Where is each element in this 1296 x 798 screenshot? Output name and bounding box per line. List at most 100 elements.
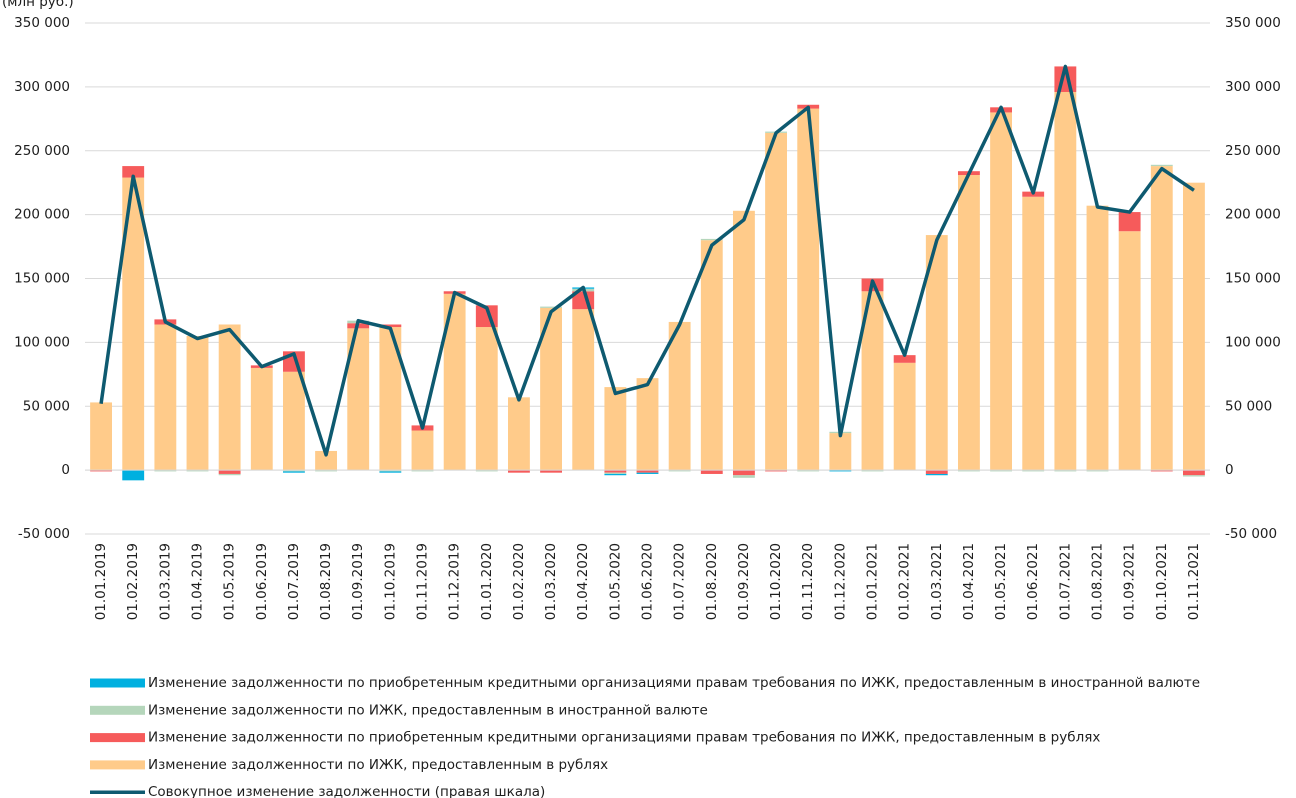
total-line — [99, 64, 1195, 457]
bar-segment — [379, 471, 402, 473]
legend-label: Совокупное изменение задолженности (прав… — [148, 784, 545, 798]
bar-segment — [186, 335, 209, 471]
legend-swatch — [90, 705, 145, 715]
y-tick-label: 300 000 — [14, 79, 70, 95]
bar-segment — [122, 166, 145, 178]
bar-segment — [283, 470, 305, 472]
bar-segment — [1118, 231, 1141, 471]
bar-segment — [893, 362, 916, 471]
bar-segment — [90, 402, 112, 471]
y-tick-label: 250 000 — [14, 143, 70, 159]
bar-segment — [154, 324, 177, 471]
bar-segment — [1183, 470, 1205, 476]
x-tick-label: 01.05.2020 — [607, 543, 623, 620]
x-tick-label: 01.11.2019 — [415, 543, 431, 620]
y2-tick-label: 50 000 — [1225, 398, 1272, 414]
bar-segment — [379, 470, 402, 472]
x-tick-label: 01.06.2021 — [1025, 543, 1041, 620]
bar-segment — [893, 355, 916, 363]
x-tick-label: 01.12.2019 — [447, 543, 463, 620]
bar-segment — [604, 470, 627, 473]
bar-segment — [925, 470, 948, 474]
bar-segment — [283, 471, 305, 473]
y2-tick-label: 150 000 — [1225, 271, 1281, 287]
bar-segment — [1118, 212, 1141, 232]
legend-swatch — [90, 760, 145, 770]
y-tick-label: 350 000 — [14, 15, 70, 31]
x-tick-label: 01.05.2021 — [993, 543, 1009, 620]
bar-segment — [733, 475, 755, 478]
bar-segment — [1150, 166, 1173, 471]
bar-segment — [218, 324, 241, 471]
bar-segment — [797, 470, 820, 472]
bar-segment — [668, 321, 691, 471]
bar-segment — [1054, 470, 1077, 472]
x-tick-label: 01.07.2019 — [286, 543, 302, 620]
bar-segment — [668, 470, 691, 472]
bar-segment — [990, 112, 1012, 471]
y-tick-label: 100 000 — [14, 334, 70, 350]
y2-tick-label: 200 000 — [1225, 207, 1281, 223]
x-tick-label: 01.02.2020 — [511, 543, 527, 620]
bar-segment — [861, 470, 884, 472]
bar-segment — [379, 327, 402, 471]
x-tick-label: 01.04.2019 — [190, 543, 206, 620]
bar-segment — [122, 177, 145, 471]
bar-segment — [1183, 475, 1205, 477]
bar-segment — [475, 470, 498, 472]
bar-segment — [733, 210, 755, 471]
bar-segment — [186, 470, 209, 472]
bar-segment — [411, 470, 434, 472]
y2-tick-label: 100 000 — [1225, 334, 1281, 350]
y2-tick-label: 250 000 — [1225, 143, 1281, 159]
chart-title: (млн руб.) — [2, 0, 74, 10]
x-tick-label: 01.03.2021 — [929, 543, 945, 620]
bar-segment — [572, 309, 595, 471]
x-tick-label: 01.06.2019 — [254, 543, 270, 620]
y-tick-label: 200 000 — [14, 207, 70, 223]
bar-segment — [508, 470, 530, 473]
bar-segment — [315, 470, 337, 472]
bar-segment — [90, 470, 112, 472]
bar-segment — [765, 470, 787, 472]
bar-segment — [154, 470, 177, 472]
legend-label: Изменение задолженности по ИЖК, предоста… — [148, 757, 608, 773]
x-tick-label: 01.08.2021 — [1090, 543, 1106, 620]
bar-segment — [925, 235, 948, 471]
legend-swatch — [90, 733, 145, 743]
bar-segment — [636, 470, 659, 473]
bar-segment — [540, 307, 562, 471]
bar-segment — [604, 473, 627, 476]
x-tick-label: 01.07.2021 — [1057, 543, 1073, 620]
y-tick-label: 0 — [61, 462, 70, 478]
x-tick-label: 01.09.2021 — [1122, 543, 1138, 620]
x-tick-label: 01.05.2019 — [222, 543, 238, 620]
bar-segment — [218, 470, 241, 474]
bar-segment — [636, 378, 659, 471]
bar-segment — [958, 175, 980, 471]
bar-segment — [958, 470, 980, 472]
bar-segment — [1150, 470, 1173, 472]
bar-segment — [829, 433, 852, 471]
bar-segment — [1183, 182, 1205, 471]
x-tick-label: 01.07.2020 — [672, 543, 688, 620]
x-tick-label: 01.01.2021 — [865, 543, 881, 620]
y-tick-label: 50 000 — [23, 398, 70, 414]
bar-segment — [315, 450, 337, 471]
bar-segment — [700, 238, 723, 241]
x-tick-label: 01.11.2021 — [1186, 543, 1202, 620]
x-tick-label: 01.02.2019 — [125, 543, 141, 620]
x-tick-label: 01.09.2019 — [350, 543, 366, 620]
y2-tick-label: 0 — [1225, 462, 1234, 478]
legend-swatch — [90, 678, 145, 688]
legend-label: Изменение задолженности по приобретенным… — [148, 675, 1200, 691]
bar-segment — [411, 430, 434, 471]
x-tick-label: 01.08.2020 — [704, 543, 720, 620]
bar-segment — [925, 473, 948, 476]
x-tick-label: 01.02.2021 — [897, 543, 913, 620]
bar-segment — [636, 472, 659, 474]
bar-segment — [379, 324, 402, 328]
bar-segment — [1054, 91, 1077, 471]
bar-segment — [508, 397, 530, 471]
bar-segment — [1022, 196, 1045, 471]
